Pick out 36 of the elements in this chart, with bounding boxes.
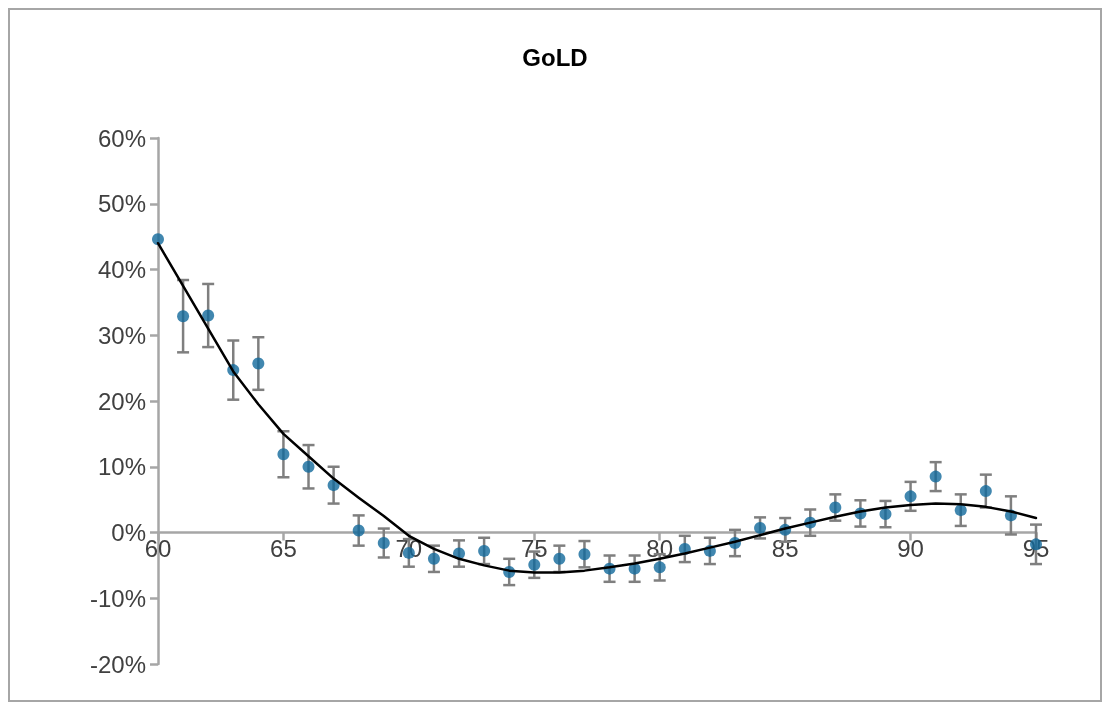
y-tick-label: 60%: [97, 124, 146, 152]
point: [553, 552, 566, 565]
y-tick-label: 0%: [111, 519, 146, 546]
point: [528, 558, 541, 571]
point: [879, 508, 892, 521]
point: [152, 233, 164, 246]
chart-title: GoLD: [522, 43, 588, 71]
x-tick-label: 60: [144, 535, 172, 562]
point: [904, 490, 917, 503]
point: [427, 552, 440, 565]
x-tick-label: 85: [771, 535, 799, 562]
point: [277, 448, 290, 461]
y-tick-label: 30%: [97, 321, 146, 349]
y-tick-label: 50%: [97, 190, 146, 218]
point: [829, 501, 842, 514]
point: [653, 561, 666, 574]
y-tick-label: 10%: [97, 453, 146, 481]
y-tick-label: -20%: [89, 650, 146, 678]
y-tick-label: 20%: [97, 387, 146, 415]
point: [979, 485, 992, 498]
point: [352, 524, 365, 537]
x-tick-label: 90: [897, 535, 924, 562]
point: [954, 504, 967, 517]
point: [754, 521, 767, 534]
point: [478, 544, 491, 557]
x-tick-label: 75: [520, 535, 548, 562]
point: [578, 548, 591, 561]
point: [302, 460, 315, 473]
point: [252, 357, 265, 370]
point: [929, 470, 942, 483]
x-tick-label: 65: [270, 535, 297, 562]
point: [202, 309, 215, 322]
point: [377, 537, 390, 550]
y-tick-label: -10%: [89, 584, 146, 612]
y-tick-label: 40%: [97, 256, 146, 283]
point: [177, 310, 190, 323]
